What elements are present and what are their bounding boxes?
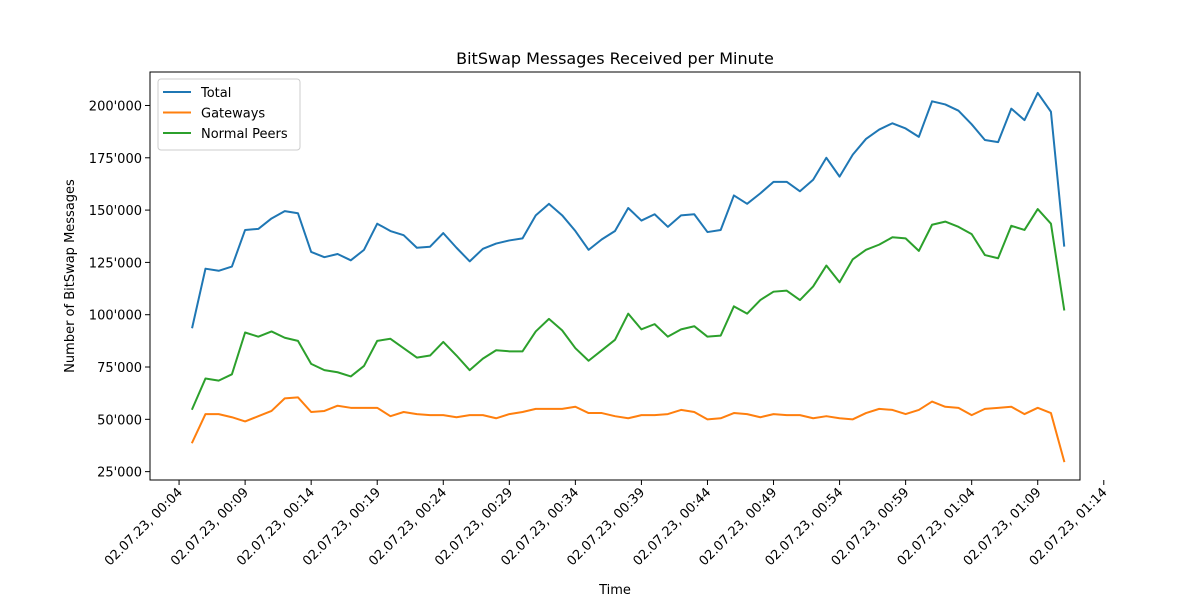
plot-area (190, 91, 1066, 463)
y-tick-label: 125'000 (89, 256, 142, 271)
legend-label: Total (200, 86, 231, 101)
y-tick-label: 75'000 (97, 361, 142, 376)
series-line-gateways (190, 396, 1066, 463)
legend: Total Gateways Normal Peers (157, 78, 301, 151)
y-tick-label: 175'000 (89, 152, 142, 167)
series-line-normal-peers (190, 208, 1066, 411)
legend-label: Gateways (201, 107, 265, 122)
series-line-total (191, 91, 1066, 329)
y-tick-label: 25'000 (97, 466, 142, 481)
legend-box (157, 78, 301, 151)
plot-frame (149, 71, 1081, 481)
legend-label: Normal Peers (201, 127, 288, 142)
chart-title: BitSwap Messages Received per Minute (456, 49, 774, 68)
x-axis-label: Time (598, 583, 631, 598)
y-tick-label: 100'000 (89, 309, 142, 324)
y-tick-label: 150'000 (89, 204, 142, 219)
y-tick-label: 50'000 (97, 413, 142, 428)
y-tick-label: 200'000 (89, 99, 142, 114)
y-axis-label: Number of BitSwap Messages (63, 179, 78, 373)
